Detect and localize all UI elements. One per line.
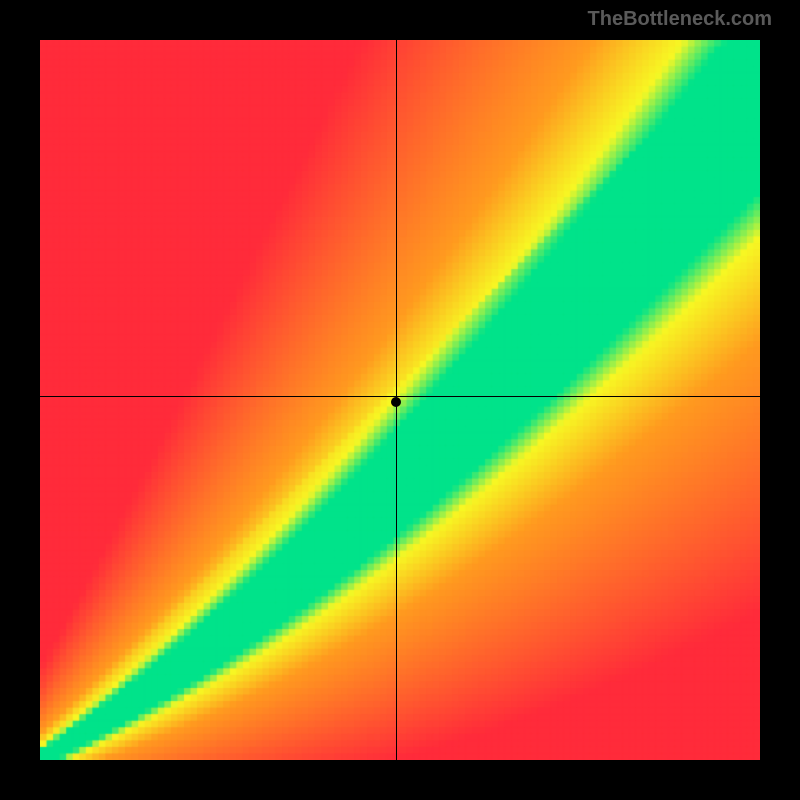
marker-dot [391,397,401,407]
crosshair-horizontal [40,396,760,397]
watermark-text: TheBottleneck.com [588,8,772,31]
plot-area [40,40,760,760]
